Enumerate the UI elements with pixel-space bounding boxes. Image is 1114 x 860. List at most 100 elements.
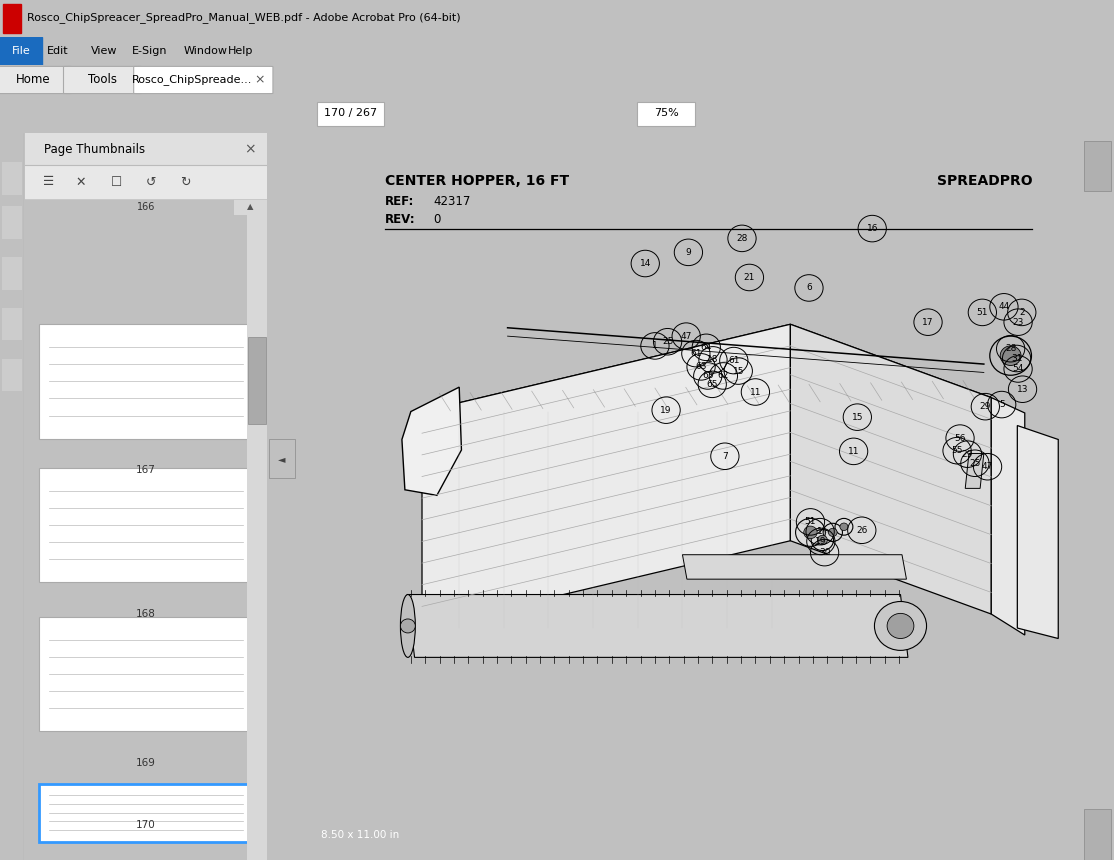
Circle shape xyxy=(829,528,837,537)
Text: 64: 64 xyxy=(701,343,712,352)
Bar xyxy=(268,439,295,478)
Polygon shape xyxy=(407,594,908,657)
Text: 168: 168 xyxy=(136,609,156,619)
Bar xyxy=(1084,140,1111,192)
Text: 14: 14 xyxy=(639,259,651,268)
Bar xyxy=(39,783,253,842)
Text: 30: 30 xyxy=(819,548,830,557)
Bar xyxy=(39,323,253,439)
Bar xyxy=(317,101,384,126)
Text: REV:: REV: xyxy=(384,212,416,225)
Bar xyxy=(2,257,22,290)
Text: File: File xyxy=(12,46,30,56)
Text: 15: 15 xyxy=(851,413,863,421)
Text: 11: 11 xyxy=(848,447,859,456)
Circle shape xyxy=(400,619,416,633)
Text: 62: 62 xyxy=(717,372,729,380)
Text: 5: 5 xyxy=(999,400,1005,409)
Text: ✕: ✕ xyxy=(75,175,86,188)
Text: E-Sign: E-Sign xyxy=(131,46,167,56)
Text: 63: 63 xyxy=(702,372,713,380)
Text: 17: 17 xyxy=(922,317,934,327)
Polygon shape xyxy=(1017,426,1058,638)
Text: ▲: ▲ xyxy=(247,202,254,212)
Text: 13: 13 xyxy=(1017,384,1028,394)
Text: 0: 0 xyxy=(433,212,440,225)
Bar xyxy=(2,308,22,341)
Text: ×: × xyxy=(245,142,256,157)
Circle shape xyxy=(818,535,828,544)
Bar xyxy=(248,337,266,424)
Text: 28: 28 xyxy=(736,234,747,243)
Text: 51: 51 xyxy=(977,308,988,316)
Text: 28: 28 xyxy=(1005,344,1016,353)
FancyBboxPatch shape xyxy=(134,66,273,94)
Bar xyxy=(0,37,42,65)
Text: 11: 11 xyxy=(750,388,761,396)
Text: 170: 170 xyxy=(136,820,156,830)
Text: 2: 2 xyxy=(1019,308,1025,316)
Ellipse shape xyxy=(400,594,416,657)
Text: ◄: ◄ xyxy=(278,454,285,464)
Text: Rosco_ChipSpreacer_SpreadPro_Manual_WEB.pdf - Adobe Acrobat Pro (64-bit): Rosco_ChipSpreacer_SpreadPro_Manual_WEB.… xyxy=(27,12,460,23)
Text: 42317: 42317 xyxy=(433,195,470,208)
Text: 1: 1 xyxy=(652,341,657,350)
Text: 170 / 267: 170 / 267 xyxy=(324,108,378,118)
Bar xyxy=(25,165,267,199)
Text: ↺: ↺ xyxy=(146,175,156,188)
Text: 169: 169 xyxy=(136,759,156,768)
Bar xyxy=(25,133,267,165)
Text: View: View xyxy=(91,46,118,56)
Text: 65: 65 xyxy=(706,380,719,389)
Text: ×: × xyxy=(254,73,265,86)
Text: 54: 54 xyxy=(1013,365,1024,373)
Polygon shape xyxy=(683,555,907,579)
Text: 16: 16 xyxy=(867,224,878,233)
Text: 25: 25 xyxy=(969,458,980,468)
Text: 26: 26 xyxy=(857,525,868,535)
Circle shape xyxy=(887,613,913,638)
Text: Home: Home xyxy=(16,73,51,86)
Text: SPREADPRO: SPREADPRO xyxy=(937,174,1033,188)
Polygon shape xyxy=(422,324,991,485)
Text: 61: 61 xyxy=(690,349,702,358)
Text: 31: 31 xyxy=(1010,354,1023,363)
Polygon shape xyxy=(790,324,991,614)
Text: Window: Window xyxy=(184,46,227,56)
Bar xyxy=(637,101,695,126)
Text: CENTER HOPPER, 16 FT: CENTER HOPPER, 16 FT xyxy=(384,174,569,188)
Bar xyxy=(39,617,253,731)
Bar xyxy=(2,206,22,239)
Text: 25: 25 xyxy=(662,337,673,347)
Text: 47: 47 xyxy=(981,462,994,471)
Text: 29: 29 xyxy=(979,402,991,411)
Text: 19: 19 xyxy=(661,406,672,415)
Bar xyxy=(2,359,22,391)
Polygon shape xyxy=(991,397,1025,635)
FancyBboxPatch shape xyxy=(63,66,141,94)
Text: 167: 167 xyxy=(136,465,156,476)
Text: 29: 29 xyxy=(961,450,974,458)
Circle shape xyxy=(1000,346,1022,366)
Text: 21: 21 xyxy=(744,273,755,282)
Text: ↻: ↻ xyxy=(179,175,190,188)
Text: 166: 166 xyxy=(137,202,155,212)
Text: 18: 18 xyxy=(707,355,719,365)
Text: Edit: Edit xyxy=(47,46,68,56)
Text: ☰: ☰ xyxy=(43,175,55,188)
Text: 15: 15 xyxy=(733,366,744,376)
Polygon shape xyxy=(422,324,790,628)
Text: 19: 19 xyxy=(815,537,827,546)
Bar xyxy=(246,215,267,860)
Circle shape xyxy=(874,601,927,650)
Text: 56: 56 xyxy=(955,433,966,443)
Bar xyxy=(39,468,253,582)
FancyBboxPatch shape xyxy=(0,66,71,94)
Text: 9: 9 xyxy=(685,248,692,257)
Bar xyxy=(1084,809,1111,860)
Circle shape xyxy=(840,523,848,531)
Text: Rosco_ChipSpreade...: Rosco_ChipSpreade... xyxy=(131,74,252,85)
Text: 63: 63 xyxy=(695,362,706,372)
Bar xyxy=(3,3,21,34)
Text: 7: 7 xyxy=(722,452,727,461)
